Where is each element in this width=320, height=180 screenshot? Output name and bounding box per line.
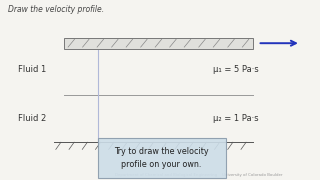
Text: μ₁ = 5 Pa·s: μ₁ = 5 Pa·s <box>213 65 259 74</box>
Bar <box>98 138 226 178</box>
Text: μ₂ = 1 Pa·s: μ₂ = 1 Pa·s <box>213 114 259 123</box>
Text: Fluid 1: Fluid 1 <box>18 65 46 74</box>
Text: Department of Chemical and Biological Engineering    University of Colorado Boul: Department of Chemical and Biological En… <box>115 173 282 177</box>
Bar <box>64 38 253 49</box>
Text: Try to draw the velocity
profile on your own.: Try to draw the velocity profile on your… <box>114 147 209 169</box>
Text: Draw the velocity profile.: Draw the velocity profile. <box>8 5 104 14</box>
Text: Fluid 2: Fluid 2 <box>18 114 46 123</box>
